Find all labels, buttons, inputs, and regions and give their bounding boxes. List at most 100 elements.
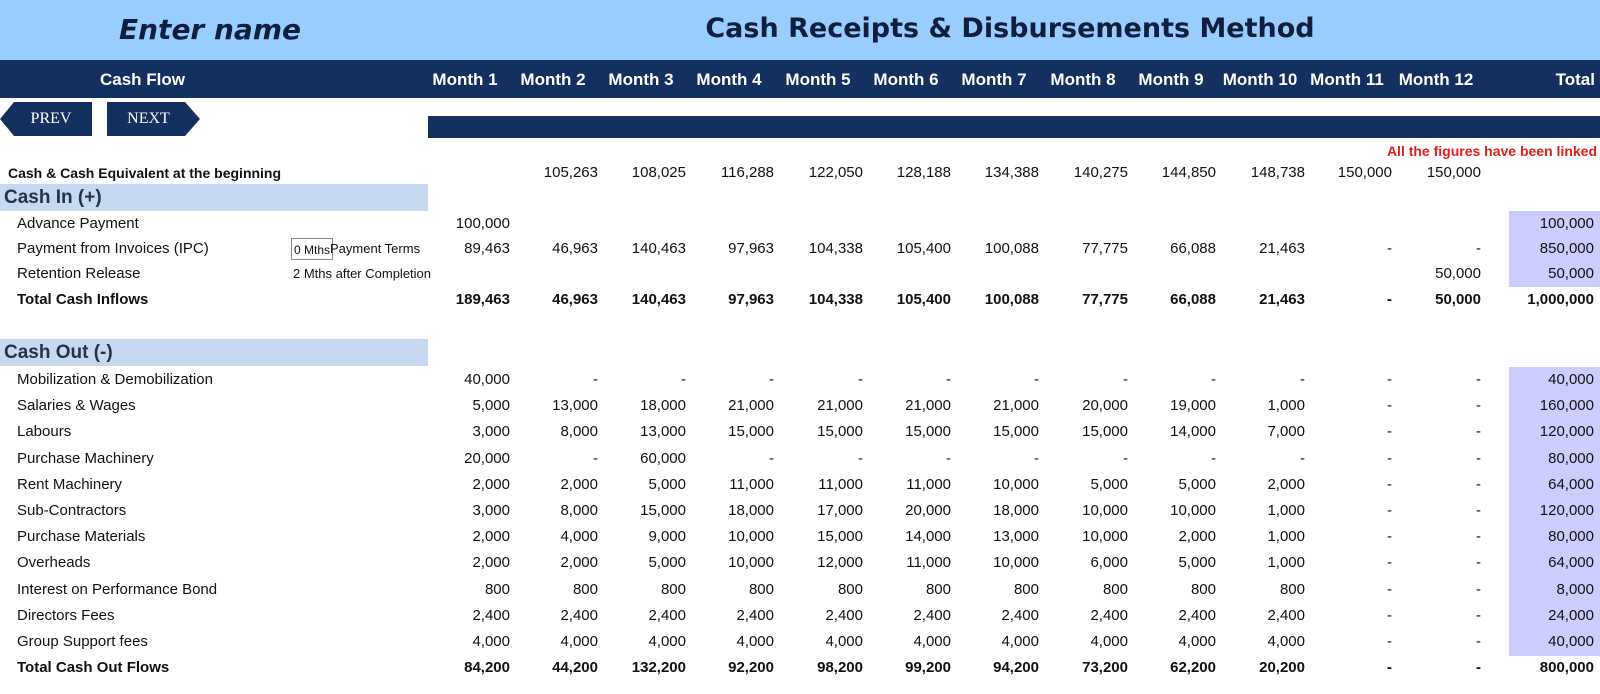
- table-row: Purchase Machinery 20,000 - 60,000 - - - - - - - - -…: [0, 446, 1600, 472]
- cell-month-9: 14,000: [1170, 423, 1216, 441]
- cell-month-5: 122,050: [808, 164, 863, 181]
- cell-month-1: 3,000: [472, 423, 510, 441]
- column-header-month-12: Month 12: [1398, 70, 1474, 89]
- cell-month-8: 800: [1102, 580, 1128, 598]
- next-button[interactable]: NEXT: [107, 102, 200, 136]
- cell-month-11: [1307, 211, 1392, 237]
- cell-month-11: -: [1387, 449, 1392, 467]
- row-label: Retention Release: [17, 265, 141, 282]
- cell-month-3: [601, 211, 686, 237]
- cell-total: 120,000: [1539, 502, 1594, 519]
- cell-month-1: [425, 160, 510, 186]
- table-row: Mobilization & Demobilization 40,000 - - - - -…: [0, 367, 1600, 393]
- cell-month-10: 2,000: [1267, 475, 1305, 493]
- column-header-cash-flow: Cash Flow: [99, 70, 185, 89]
- cell-month-9: -: [1211, 449, 1216, 467]
- cell-month-8: [1043, 261, 1128, 287]
- column-header-month-6: Month 6: [873, 70, 939, 89]
- cell-total: 80,000: [1548, 528, 1594, 546]
- cell-month-1: 4,000: [472, 633, 510, 650]
- cell-month-6: 4,000: [913, 633, 951, 650]
- cell-month-5: -: [858, 371, 863, 388]
- cell-month-5: 21,000: [817, 397, 863, 415]
- cell-month-5: [778, 211, 863, 237]
- cell-month-8: 10,000: [1082, 502, 1128, 519]
- cell-month-11: -: [1387, 423, 1392, 441]
- cell-month-12: -: [1476, 240, 1481, 257]
- table-row: Rent Machinery 2,000 2,000 5,000 11,000 11,00…: [0, 472, 1600, 498]
- cell-month-11: -: [1387, 397, 1392, 415]
- table-row: Directors Fees 2,400 2,400 2,400 2,400 2,400 2…: [0, 603, 1600, 629]
- cell-month-1: 2,400: [472, 606, 510, 624]
- cell-month-11: -: [1387, 659, 1392, 676]
- cell-month-10: 4,000: [1267, 633, 1305, 650]
- cell-month-3: 5,000: [648, 475, 686, 493]
- cell-month-11: -: [1387, 580, 1392, 598]
- cell-month-9: 19,000: [1170, 397, 1216, 415]
- column-header-month-2: Month 2: [520, 70, 586, 89]
- cell-month-3: [601, 261, 686, 287]
- cell-month-3: 2,400: [648, 606, 686, 624]
- column-header-month-5: Month 5: [785, 70, 851, 89]
- cell-month-2: 4,000: [560, 633, 598, 650]
- cell-month-3: 13,000: [640, 423, 686, 441]
- cell-month-4: 15,000: [728, 423, 774, 441]
- cell-month-4: 10,000: [728, 554, 774, 572]
- cell-month-11: -: [1387, 371, 1392, 388]
- cell-month-10: -: [1300, 371, 1305, 388]
- cell-month-4: 800: [748, 580, 774, 598]
- cell-month-1: 2,000: [472, 554, 510, 572]
- cell-month-8: 77,775: [1082, 291, 1128, 308]
- row-label: Rent Machinery: [17, 475, 123, 493]
- cell-month-9: 5,000: [1178, 475, 1216, 493]
- prev-button[interactable]: PREV: [0, 102, 92, 136]
- row-label: Purchase Machinery: [17, 449, 154, 467]
- row-label: Labours: [17, 423, 72, 441]
- cell-month-1: 5,000: [472, 397, 510, 415]
- column-header-band: [0, 60, 1600, 98]
- beginning-balance-row: Cash & Cash Equivalent at the beginning …: [0, 160, 1600, 186]
- cell-month-5: 98,200: [817, 659, 863, 676]
- cell-total: 50,000: [1548, 265, 1594, 282]
- cell-month-12: -: [1476, 659, 1481, 676]
- cell-total: 64,000: [1548, 475, 1594, 493]
- cell-month-7: -: [1034, 449, 1039, 467]
- cell-month-6: [866, 261, 951, 287]
- cell-month-1: [425, 261, 510, 287]
- row-label: Sub-Contractors: [17, 502, 127, 519]
- cell-month-2: 2,400: [560, 606, 598, 624]
- cell-month-7: 15,000: [993, 423, 1039, 441]
- total-cash-inflows-row: Total Cash Inflows 189,463 46,963 140,463 9…: [0, 287, 1600, 313]
- cell-month-12: -: [1476, 528, 1481, 546]
- cell-total: 1,000,000: [1527, 291, 1594, 308]
- cell-month-1: 89,463: [464, 240, 510, 257]
- payment-terms-input[interactable]: 0 Mths: [291, 238, 333, 260]
- name-field[interactable]: Enter name: [119, 13, 301, 46]
- cell-month-9: 4,000: [1178, 633, 1216, 650]
- cell-month-3: 18,000: [640, 397, 686, 415]
- cell-month-1: 2,000: [472, 475, 510, 493]
- column-header-total: Total: [1555, 70, 1595, 89]
- cell-total: 160,000: [1539, 397, 1594, 415]
- cell-month-6: 20,000: [905, 502, 951, 519]
- cell-month-1: 84,200: [464, 659, 510, 676]
- cell-month-9: 144,850: [1161, 164, 1216, 181]
- cash-in-header: [0, 184, 428, 211]
- cell-month-8: [1043, 211, 1128, 237]
- cell-month-7: 100,088: [984, 291, 1039, 308]
- cell-month-12: 50,000: [1435, 291, 1481, 308]
- column-header-month-10: Month 10: [1222, 70, 1298, 89]
- table-row: Labours 3,000 8,000 13,000 15,000 15,000 15,00…: [0, 419, 1600, 445]
- cell-month-12: -: [1476, 397, 1481, 415]
- cell-month-4: 97,963: [728, 240, 774, 257]
- table-row: Group Support fees 4,000 4,000 4,000 4,000 4,…: [0, 629, 1600, 655]
- cell-month-10: -: [1300, 449, 1305, 467]
- payment-terms-label: Payment Terms: [330, 241, 421, 256]
- cell-month-6: 99,200: [905, 659, 951, 676]
- cell-month-1: 20,000: [464, 449, 510, 467]
- cell-month-9: 66,088: [1170, 291, 1216, 308]
- cell-month-12: -: [1476, 449, 1481, 467]
- cell-month-5: 104,338: [808, 291, 863, 308]
- cell-month-11: -: [1387, 633, 1392, 650]
- cell-month-11: -: [1387, 475, 1392, 493]
